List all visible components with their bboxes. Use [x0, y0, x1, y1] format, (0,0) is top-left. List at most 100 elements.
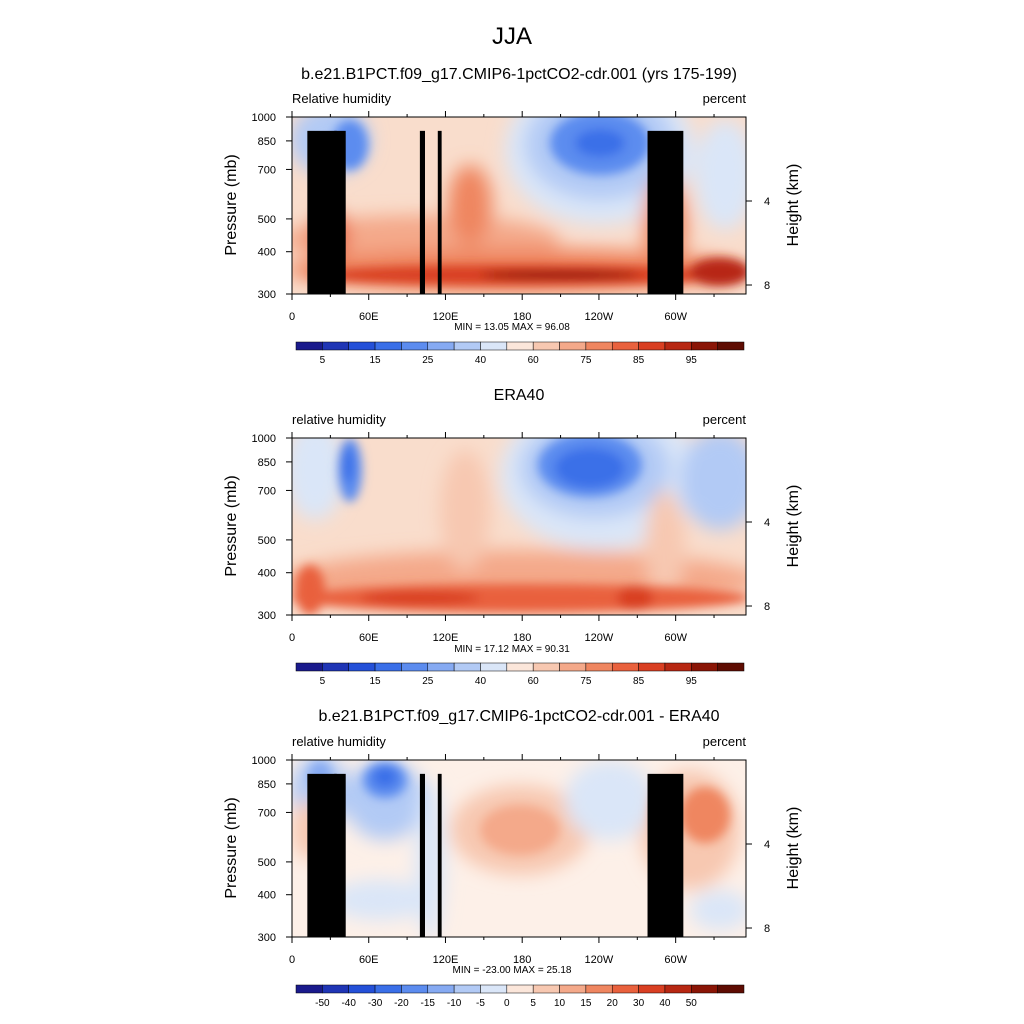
- y-tick-label: 1000: [252, 112, 276, 124]
- x-tick-label: 0: [289, 954, 295, 966]
- x-tick-label: 120W: [585, 954, 614, 966]
- height-tick-label: 4: [764, 196, 770, 208]
- height-tick-label: 8: [764, 601, 770, 613]
- colorbar-label: -30: [368, 998, 383, 1009]
- terrain-block: [327, 140, 339, 294]
- panel-3: b.e21.B1PCT.f09_g17.CMIP6-1pctCO2-cdr.00…: [223, 708, 802, 1009]
- colorbar-label: 50: [686, 998, 698, 1009]
- terrain-block: [327, 783, 339, 937]
- x-tick-label: 120W: [585, 311, 614, 323]
- colorbar-swatch: [480, 984, 508, 994]
- colorbar-label: 5: [530, 998, 536, 1009]
- x-tick-label: 180: [513, 954, 531, 966]
- colorbar-swatch: [532, 984, 560, 994]
- colorbar-swatch: [664, 341, 692, 351]
- colorbar-label: 30: [633, 998, 645, 1009]
- colorbar-swatch: [427, 984, 455, 994]
- colorbar-swatch: [691, 984, 718, 994]
- colorbar-label: -20: [394, 998, 409, 1009]
- panel-1-axes: 0 60E 120E 180 120W 60W 300 400 500 700 850 1000 8 4: [252, 111, 770, 323]
- colorbar-label: -40: [341, 998, 356, 1009]
- panel-1-title: b.e21.B1PCT.f09_g17.CMIP6-1pctCO2-cdr.00…: [301, 66, 737, 83]
- colorbar-swatch: [585, 984, 613, 994]
- colorbar-swatch: [532, 662, 560, 672]
- colorbar-label: 5: [320, 676, 326, 687]
- colorbar-swatch: [664, 662, 692, 672]
- x-tick-label: 0: [289, 311, 295, 323]
- y-tick-label: 700: [258, 164, 276, 176]
- colorbar-swatch: [611, 984, 639, 994]
- colorbar-swatch: [480, 341, 508, 351]
- panel-3-title: b.e21.B1PCT.f09_g17.CMIP6-1pctCO2-cdr.00…: [318, 708, 719, 725]
- y-tick-label: 400: [258, 568, 276, 580]
- colorbar-swatch: [374, 984, 402, 994]
- colorbar-label: 40: [659, 998, 671, 1009]
- colorbar-swatch: [585, 341, 613, 351]
- colorbar-label: 60: [528, 676, 540, 687]
- colorbar-label: 20: [607, 998, 619, 1009]
- panel-1-ylabel-right: Height (km): [785, 164, 802, 247]
- y-tick-label: 850: [258, 136, 276, 148]
- panel-3-stats: MIN = -23.00 MAX = 25.18: [453, 965, 572, 976]
- panel-2-contour-field: [292, 438, 746, 615]
- terrain-block: [334, 773, 346, 937]
- height-tick-label: 4: [764, 517, 770, 529]
- colorbar-label: -50: [315, 998, 330, 1009]
- colorbar-label: 75: [580, 355, 592, 366]
- terrain-block: [647, 773, 684, 937]
- colorbar-swatch: [506, 662, 534, 672]
- y-tick-label: 300: [258, 289, 276, 301]
- colorbar-swatch: [506, 341, 534, 351]
- colorbar-swatch: [532, 341, 560, 351]
- colorbar-label: 15: [369, 676, 381, 687]
- panel-2-colorbar: 5 15 25 40 60 75 85 95: [295, 662, 745, 687]
- panel-2-stats: MIN = 17.12 MAX = 90.31: [454, 644, 570, 655]
- x-tick-label: 60W: [664, 311, 687, 323]
- colorbar-swatch: [638, 341, 666, 351]
- colorbar-swatch: [691, 341, 718, 351]
- y-tick-label: 300: [258, 610, 276, 622]
- panel-2-frame: [291, 437, 747, 616]
- colorbar-swatch: [453, 662, 481, 672]
- terrain-block: [437, 773, 442, 937]
- colorbar-swatch: [691, 662, 718, 672]
- y-tick-label: 400: [258, 890, 276, 902]
- panel-2-axes: 0 60E 120E 180 120W 60W 300 400 500 700 850 1000 8 4: [252, 432, 770, 644]
- x-tick-label: 60W: [664, 632, 687, 644]
- x-tick-label: 120W: [585, 632, 614, 644]
- figure-title: JJA: [492, 23, 532, 50]
- x-tick-label: 60E: [359, 954, 379, 966]
- colorbar-swatch: [401, 662, 429, 672]
- colorbar-label: 5: [320, 355, 326, 366]
- colorbar-label: 95: [686, 676, 698, 687]
- colorbar-label: -15: [421, 998, 436, 1009]
- colorbar-swatch: [401, 984, 429, 994]
- colorbar-swatch: [295, 662, 323, 672]
- x-tick-label: 180: [513, 311, 531, 323]
- colorbar-swatch: [559, 984, 587, 994]
- panel-2-right-label: percent: [703, 412, 747, 427]
- panel-1: b.e21.B1PCT.f09_g17.CMIP6-1pctCO2-cdr.00…: [223, 66, 802, 366]
- colorbar-label: 85: [633, 355, 645, 366]
- panel-3-ylabel: Pressure (mb): [223, 797, 240, 898]
- panel-1-right-label: percent: [703, 91, 747, 106]
- terrain-block: [334, 130, 346, 294]
- panel-3-colorbar: -50 -40 -30 -20 -15 -10 -5 0 5 10 15 20 30 40 50: [295, 984, 745, 1009]
- x-tick-label: 60E: [359, 632, 379, 644]
- colorbar-swatch: [322, 341, 349, 351]
- colorbar-swatch: [295, 984, 323, 994]
- y-tick-label: 850: [258, 457, 276, 469]
- panel-3-left-label: relative humidity: [292, 734, 386, 749]
- colorbar-swatch: [322, 984, 349, 994]
- colorbar-label: 25: [422, 355, 434, 366]
- panel-1-contour-field: [292, 117, 746, 294]
- panel-3-ylabel-right: Height (km): [785, 807, 802, 890]
- colorbar-swatch: [664, 984, 692, 994]
- y-tick-label: 850: [258, 779, 276, 791]
- colorbar-label: 85: [633, 676, 645, 687]
- panel-3-frame: [291, 759, 747, 938]
- colorbar-swatch: [427, 341, 455, 351]
- colorbar-swatch: [611, 341, 639, 351]
- panel-2-left-label: relative humidity: [292, 412, 386, 427]
